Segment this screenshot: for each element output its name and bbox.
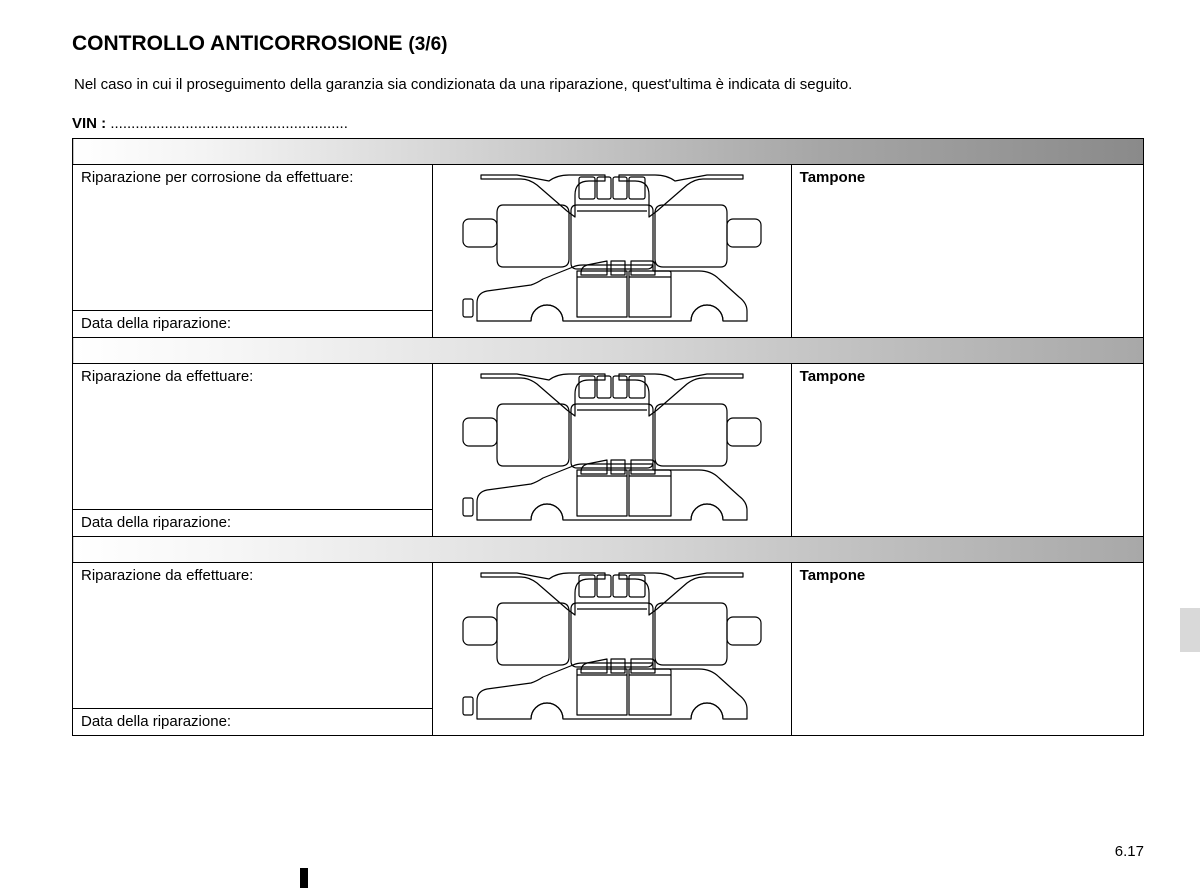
car-panels-icon xyxy=(457,171,767,331)
car-diagram-cell xyxy=(433,364,791,537)
repair-label-cell: Riparazione per corrosione da effettuare… xyxy=(73,165,433,311)
stamp-cell: Tampone xyxy=(791,563,1143,736)
repair-date-cell: Data della riparazione: xyxy=(73,708,433,735)
repair-date-cell: Data della riparazione: xyxy=(73,509,433,536)
vin-field: VIN : ..................................… xyxy=(72,115,1144,132)
title-page-indicator: (3/6) xyxy=(408,34,447,55)
page-number: 6.17 xyxy=(1115,843,1144,860)
repair-date-cell: Data della riparazione: xyxy=(73,310,433,337)
table-row: Riparazione da effettuare: Tampone xyxy=(73,563,1144,709)
crop-mark-icon xyxy=(300,868,308,888)
section-divider xyxy=(73,338,1144,364)
repair-label-cell: Riparazione da effettuare: xyxy=(73,364,433,510)
intro-text: Nel caso in cui il proseguimento della g… xyxy=(72,76,1144,93)
title-main: CONTROLLO ANTICORROSIONE xyxy=(72,32,403,55)
table-row: Riparazione per corrosione da effettuare… xyxy=(73,165,1144,311)
thumb-tab xyxy=(1180,608,1200,652)
page-title: CONTROLLO ANTICORROSIONE (3/6) xyxy=(72,32,1144,56)
section-divider xyxy=(73,139,1144,165)
stamp-cell: Tampone xyxy=(791,364,1143,537)
inspection-table: Riparazione per corrosione da effettuare… xyxy=(72,138,1144,736)
repair-label-cell: Riparazione da effettuare: xyxy=(73,563,433,709)
stamp-cell: Tampone xyxy=(791,165,1143,338)
car-panels-icon xyxy=(457,569,767,729)
section-divider xyxy=(73,537,1144,563)
car-diagram-cell xyxy=(433,165,791,338)
car-diagram-cell xyxy=(433,563,791,736)
car-panels-icon xyxy=(457,370,767,530)
table-row: Riparazione da effettuare: Tampone xyxy=(73,364,1144,510)
vin-label: VIN : xyxy=(72,115,110,132)
vin-dots: ........................................… xyxy=(110,115,348,132)
